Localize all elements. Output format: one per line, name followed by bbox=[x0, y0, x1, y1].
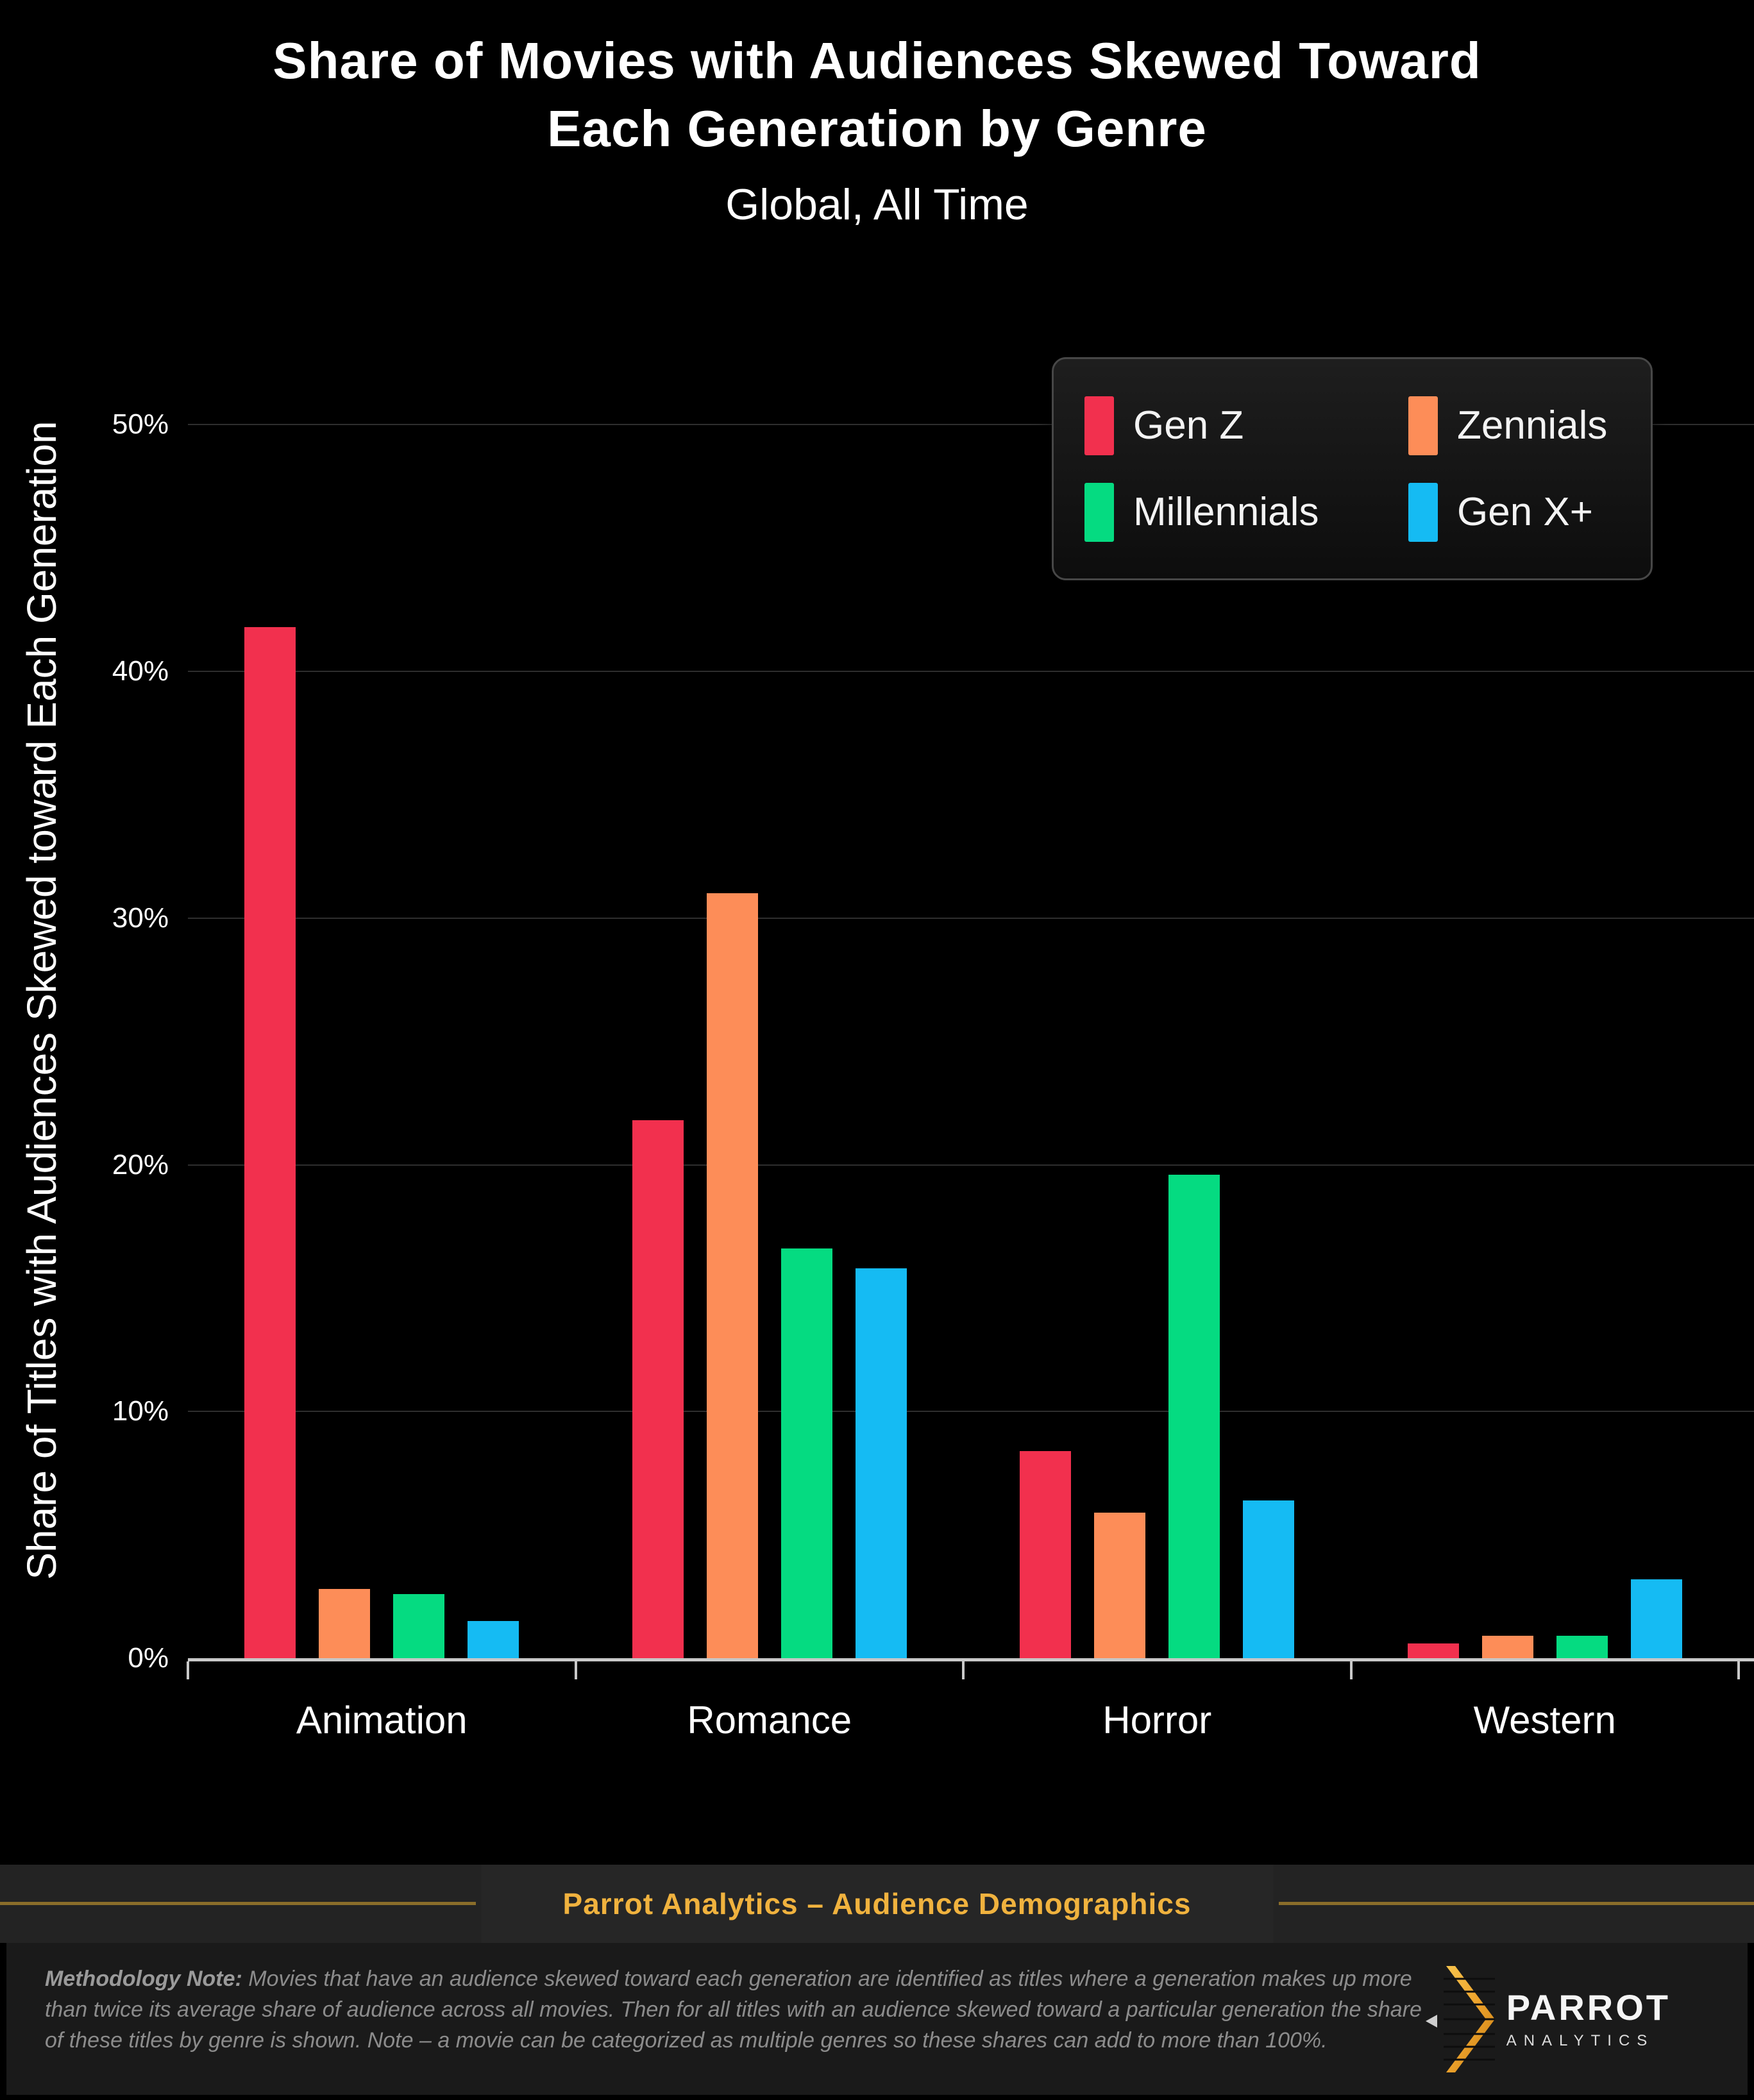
gridline-20 bbox=[188, 1164, 1754, 1166]
legend-item-gen-x: Gen X+ bbox=[1408, 482, 1620, 542]
y-axis-title: Share of Titles with Audiences Skewed to… bbox=[19, 421, 65, 1580]
methodology-note-label: Methodology Note: bbox=[45, 1967, 242, 1991]
x-axis-label-animation: Animation bbox=[296, 1699, 468, 1742]
footer-band: Parrot Analytics – Audience Demographics bbox=[0, 1865, 1754, 1943]
logo-text: PARROT ANALYTICS bbox=[1506, 1988, 1671, 2050]
legend-label-millennials: Millennials bbox=[1133, 490, 1319, 534]
parrot-analytics-logo: PARROT ANALYTICS bbox=[1424, 1965, 1671, 2074]
y-tick-label-30: 30% bbox=[112, 902, 169, 934]
title-block: Share of Movies with Audiences Skewed To… bbox=[0, 27, 1754, 232]
y-tick-label-50: 50% bbox=[112, 408, 169, 441]
x-axis-label-western: Western bbox=[1473, 1699, 1616, 1742]
legend-swatch-gen-z bbox=[1084, 396, 1114, 455]
bar-horror-gen-z bbox=[1020, 1450, 1072, 1658]
methodology-panel: Methodology Note: Movies that have an au… bbox=[6, 1943, 1748, 2095]
bar-animation-millennials bbox=[393, 1593, 445, 1658]
footer-band-highlight bbox=[481, 1865, 1273, 1943]
x-axis-label-horror: Horror bbox=[1102, 1699, 1212, 1742]
bar-romance-gen-z bbox=[632, 1120, 684, 1658]
x-axis-label-romance: Romance bbox=[687, 1699, 852, 1742]
bar-group-horror bbox=[963, 365, 1351, 1658]
legend-label-gen-x: Gen X+ bbox=[1457, 490, 1593, 534]
legend-swatch-gen-x bbox=[1408, 482, 1438, 542]
footer-gold-line-right bbox=[1279, 1902, 1754, 1905]
bar-animation-gen-x bbox=[468, 1621, 519, 1658]
x-axis-tick-2 bbox=[962, 1661, 965, 1679]
gridline-50 bbox=[188, 424, 1754, 426]
methodology-note-text: Movies that have an audience skewed towa… bbox=[45, 1967, 1422, 2053]
legend-swatch-millennials bbox=[1084, 482, 1114, 542]
plot-area: 0% 10% 20% 30% 40% 50% Animation Romance Horror W… bbox=[112, 365, 1754, 1742]
legend-swatch-zennials bbox=[1408, 396, 1438, 455]
chart-title-line-2: Each Generation by Genre bbox=[547, 100, 1207, 157]
legend-label-zennials: Zennials bbox=[1457, 403, 1608, 448]
footer-banner-text: Parrot Analytics – Audience Demographics bbox=[562, 1887, 1192, 1920]
bar-romance-millennials bbox=[780, 1248, 832, 1658]
bar-animation-zennials bbox=[319, 1589, 371, 1658]
y-tick-label-20: 20% bbox=[112, 1148, 169, 1180]
y-tick-label-40: 40% bbox=[112, 655, 169, 687]
chart-subtitle: Global, All Time bbox=[725, 180, 1029, 229]
chart-title-line-1: Share of Movies with Audiences Skewed To… bbox=[273, 32, 1481, 89]
bar-group-western bbox=[1351, 365, 1739, 1658]
x-axis-tick-3 bbox=[1349, 1661, 1353, 1679]
x-axis-line bbox=[188, 1658, 1754, 1661]
logo-brand: PARROT bbox=[1506, 1987, 1671, 2028]
bar-horror-gen-x bbox=[1243, 1500, 1295, 1658]
footer-gold-line-left bbox=[0, 1902, 476, 1905]
gridline-40 bbox=[188, 671, 1754, 673]
legend-item-zennials: Zennials bbox=[1408, 396, 1620, 455]
legend-item-millennials: Millennials bbox=[1084, 482, 1408, 542]
bar-horror-millennials bbox=[1168, 1174, 1220, 1658]
bar-western-millennials bbox=[1556, 1636, 1608, 1658]
legend: Gen Z Zennials Millennials Gen X+ bbox=[1052, 357, 1653, 580]
bar-romance-gen-x bbox=[855, 1268, 907, 1658]
parrot-logo-icon bbox=[1425, 1965, 1495, 2072]
logo-sub: ANALYTICS bbox=[1506, 2031, 1655, 2049]
bar-romance-zennials bbox=[706, 893, 758, 1658]
gridline-10 bbox=[188, 1411, 1754, 1413]
bar-western-gen-x bbox=[1630, 1579, 1682, 1658]
bar-group-animation bbox=[188, 365, 576, 1658]
legend-label-gen-z: Gen Z bbox=[1133, 403, 1244, 448]
y-tick-label-0: 0% bbox=[128, 1642, 169, 1674]
gridline-30 bbox=[188, 917, 1754, 919]
bar-animation-gen-z bbox=[244, 626, 296, 1658]
x-axis-tick-0 bbox=[187, 1661, 189, 1679]
bar-group-romance bbox=[576, 365, 964, 1658]
bar-western-gen-z bbox=[1407, 1643, 1459, 1658]
y-tick-label-10: 10% bbox=[112, 1395, 169, 1427]
x-axis-tick-4 bbox=[1737, 1661, 1740, 1679]
bar-western-zennials bbox=[1481, 1636, 1533, 1658]
bar-horror-zennials bbox=[1094, 1513, 1146, 1658]
methodology-note: Methodology Note: Movies that have an au… bbox=[45, 1963, 1443, 2056]
x-axis-tick-1 bbox=[574, 1661, 577, 1679]
legend-item-gen-z: Gen Z bbox=[1084, 396, 1408, 455]
